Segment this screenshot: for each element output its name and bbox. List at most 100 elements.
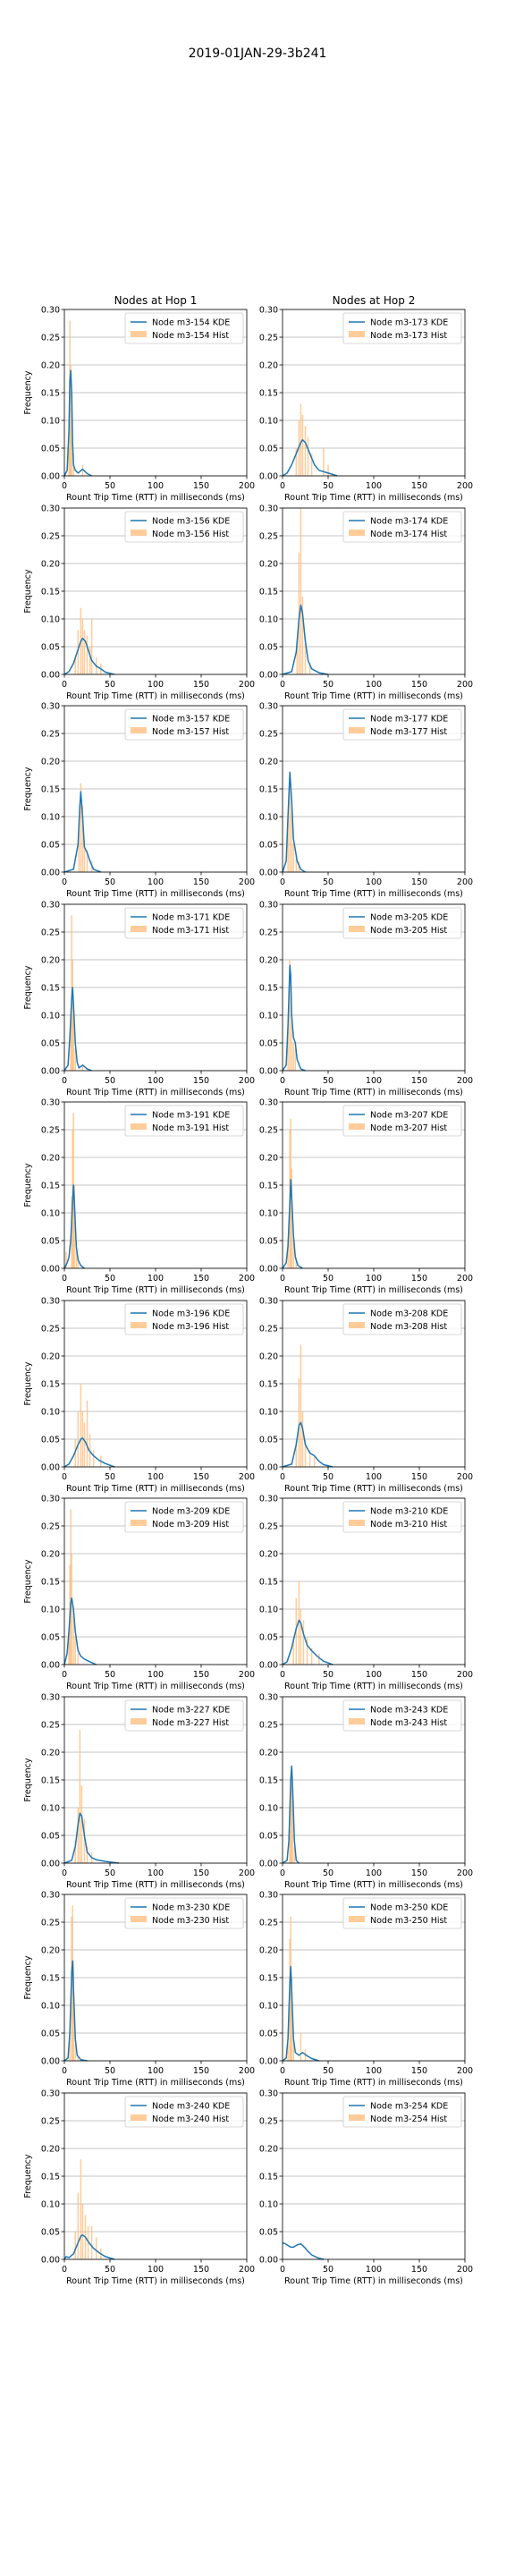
legend-box [342,1897,462,1929]
column-title-hop-1: Nodes at Hop 1 [114,294,198,307]
x-tick-label: 200 [239,1274,255,1284]
y-tick-label: 0.00 [259,472,278,482]
legend-kde-label: Node m3-240 KDE [152,2102,230,2112]
x-tick-label: 200 [457,1868,473,1878]
y-tick-label: 0.10 [259,1804,278,1814]
y-tick-label: 0.25 [41,2117,60,2127]
histogram-bar [301,414,304,476]
x-tick-label: 50 [323,877,333,887]
y-tick-label: 0.05 [41,1436,60,1445]
column-title-hop-2: Nodes at Hop 2 [333,294,416,307]
legend-hist-label: Node m3-191 Hist [152,1123,229,1133]
x-tick-label: 0 [280,2265,285,2275]
x-tick-label: 200 [457,1670,473,1680]
x-tick-label: 50 [323,1670,333,1680]
x-tick-label: 50 [105,481,115,491]
x-tick-label: 150 [411,680,427,690]
histogram-bar [72,960,73,1071]
histogram-bar [68,1631,70,1665]
histogram-bar [77,1411,80,1467]
legend-kde-label: Node m3-173 KDE [370,318,448,328]
y-tick-label: 0.05 [41,1237,60,1247]
x-tick-label: 100 [148,1472,164,1482]
legend-hist-swatch [131,1322,147,1328]
y-tick-label: 0.10 [259,813,278,823]
y-axis-label: Frequency [23,767,33,810]
legend-hist-label: Node m3-154 Hist [152,331,229,341]
histogram-bar [293,1846,296,1863]
y-axis-label: Frequency [23,370,33,414]
legend-kde-label: Node m3-171 KDE [152,913,230,923]
x-tick-label: 0 [62,2265,67,2275]
histogram-bar [291,1168,292,1268]
legend-hist-swatch [349,1718,365,1724]
x-tick-label: 100 [148,1274,164,1284]
y-tick-label: 0.00 [41,1265,60,1275]
histogram-bar [78,827,80,872]
x-tick-label: 0 [280,2066,285,2076]
legend-kde-label: Node m3-154 KDE [152,318,230,328]
legend-hist-label: Node m3-205 Hist [370,926,447,936]
legend-box [124,708,244,741]
y-axis-label: Frequency [23,1361,33,1405]
legend-kde-label: Node m3-156 KDE [152,517,230,527]
y-tick-label: 0.15 [41,1380,60,1390]
histogram-bar [86,850,89,872]
x-tick-label: 0 [62,1868,67,1878]
x-axis-label: Rount Trip Time (RTT) in milliseconds (m… [284,493,463,503]
histogram-bar [291,1768,292,1863]
x-axis-label: Rount Trip Time (RTT) in milliseconds (m… [284,889,463,899]
histogram-bar [291,1796,293,1863]
y-tick-label: 0.25 [259,334,278,343]
y-tick-label: 0.05 [41,2228,60,2238]
histogram-bar [69,2038,71,2061]
legend-kde-label: Node m3-191 KDE [152,1111,230,1121]
y-tick-label: 0.05 [259,2228,278,2238]
y-tick-label: 0.25 [41,532,60,542]
y-tick-label: 0.25 [41,334,60,343]
y-tick-label: 0.15 [259,1380,278,1390]
y-tick-label: 0.30 [259,2089,278,2099]
axes-frame [282,1101,466,1269]
legend-kde-label: Node m3-205 KDE [370,913,448,923]
histogram-bar [298,1377,300,1467]
axes-frame [282,2092,466,2260]
y-tick-label: 0.10 [41,1408,60,1418]
axes-frame [63,1497,248,1665]
x-tick-label: 100 [148,481,164,491]
x-tick-label: 0 [62,1472,67,1482]
subplot-12: 0.00 0.05 0.10 0.15 0.20 0.25 0.30 0 50 100 150 200… [259,1297,473,1495]
y-tick-label: 0.20 [259,1352,278,1362]
y-tick-label: 0.15 [41,1776,60,1786]
axes-frame [282,507,466,675]
x-axis-label: Rount Trip Time (RTT) in milliseconds (m… [66,1880,245,1890]
x-axis-label: Rount Trip Time (RTT) in milliseconds (m… [284,1088,463,1097]
axes-frame [63,705,248,873]
y-tick-label: 0.15 [259,1776,278,1786]
x-axis-label: Rount Trip Time (RTT) in milliseconds (m… [66,1285,245,1295]
histogram-bar [92,1450,95,1467]
y-tick-label: 0.00 [259,1860,278,1869]
y-tick-label: 0.00 [41,1661,60,1671]
y-tick-label: 0.15 [41,785,60,795]
histogram-bar [77,630,80,674]
y-tick-label: 0.10 [259,1408,278,1418]
y-tick-label: 0.30 [259,1693,278,1703]
histogram-bar [289,1829,291,1863]
y-tick-label: 0.30 [41,1693,60,1703]
y-tick-label: 0.00 [41,1067,60,1077]
x-tick-label: 150 [411,877,427,887]
histogram-bar [79,1730,81,1863]
x-axis-label: Rount Trip Time (RTT) in milliseconds (m… [284,2078,463,2088]
legend-kde-label: Node m3-209 KDE [152,1507,230,1517]
legend-hist-label: Node m3-171 Hist [152,926,229,936]
y-tick-label: 0.30 [41,1495,60,1504]
y-tick-label: 0.00 [41,472,60,482]
y-tick-label: 0.05 [259,1436,278,1445]
legend-hist-label: Node m3-157 Hist [152,727,229,737]
y-tick-label: 0.15 [259,984,278,994]
axes-frame [63,903,248,1072]
histogram-bar [295,1257,298,1268]
axes-frame [282,1497,466,1665]
y-tick-label: 0.15 [259,785,278,795]
